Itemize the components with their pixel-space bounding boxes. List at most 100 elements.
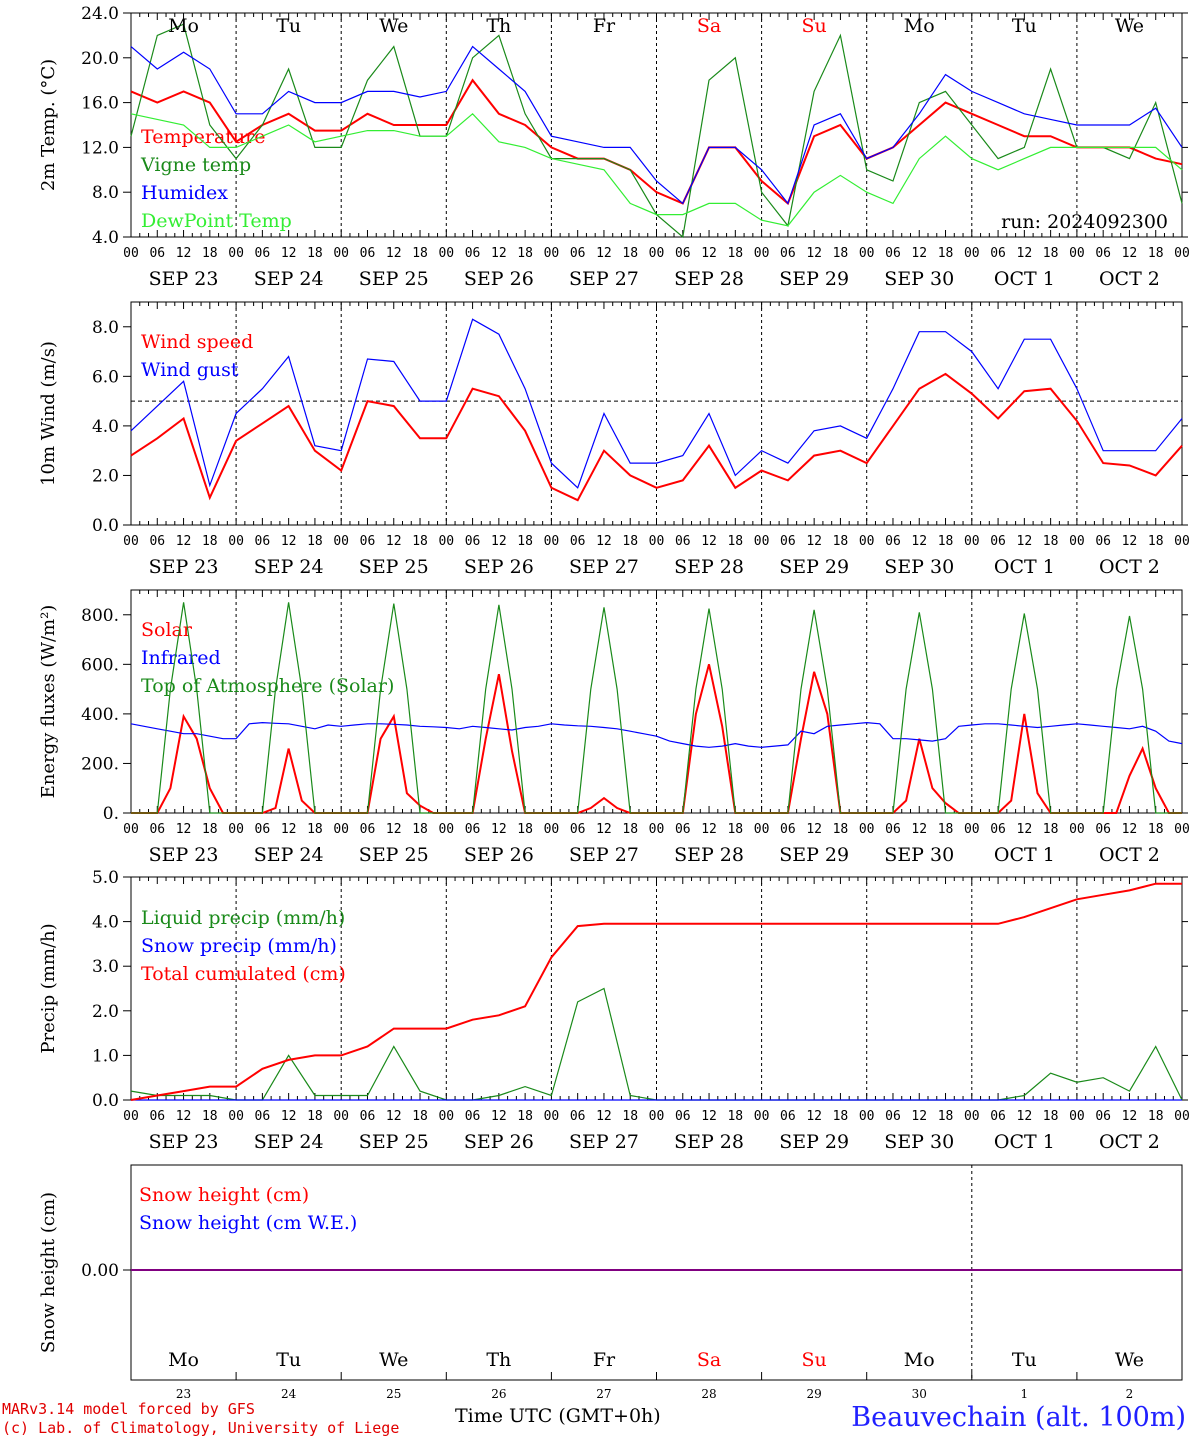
hour-tick-label: 18	[622, 822, 638, 837]
hour-tick-label: 06	[360, 246, 376, 261]
date-label: SEP 25	[359, 1131, 429, 1153]
hour-tick-label: 18	[307, 246, 323, 261]
hour-tick-label: 12	[1017, 534, 1033, 549]
hour-tick-label: 12	[701, 534, 717, 549]
weekday-label: Sa	[697, 1349, 721, 1371]
hour-tick-label: 06	[360, 822, 376, 837]
hour-tick-label: 12	[701, 822, 717, 837]
hour-tick-label: 12	[911, 246, 927, 261]
date-label: SEP 28	[674, 844, 744, 866]
y-tick-label: 12.0	[81, 138, 119, 158]
weekday-label: Fr	[593, 15, 616, 37]
hour-tick-label: 12	[911, 534, 927, 549]
hour-tick-label: 12	[491, 822, 507, 837]
hour-tick-label: 00	[964, 534, 980, 549]
y-tick-label: 4.0	[92, 228, 119, 248]
hour-tick-label: 00	[123, 534, 139, 549]
legend-entry: Liquid precip (mm/h)	[141, 907, 345, 929]
date-label: SEP 28	[674, 268, 744, 290]
day-number-label: 29	[807, 1387, 822, 1401]
hour-tick-label: 12	[281, 1109, 297, 1124]
hour-tick-label: 18	[833, 1109, 849, 1124]
hour-tick-label: 12	[1017, 246, 1033, 261]
series-line-humidex	[130, 45, 1183, 205]
hour-tick-label: 06	[570, 1109, 586, 1124]
hour-tick-label: 12	[491, 1109, 507, 1124]
y-axis-label: 2m Temp. (°C)	[38, 59, 59, 191]
hour-tick-label: 18	[412, 534, 428, 549]
date-label: SEP 28	[674, 556, 744, 578]
hour-tick-label: 00	[228, 822, 244, 837]
hour-tick-label: 18	[1043, 822, 1059, 837]
hour-tick-label: 12	[491, 534, 507, 549]
hour-tick-label: 06	[675, 822, 691, 837]
hour-tick-label: 06	[780, 534, 796, 549]
hour-tick-label: 06	[465, 534, 481, 549]
hour-tick-label: 18	[622, 246, 638, 261]
model-line-1: MARv3.14 model forced by GFS	[2, 1400, 255, 1418]
day-number-label: 1	[1021, 1387, 1029, 1401]
hour-tick-label: 06	[885, 822, 901, 837]
weekday-label: Tu	[276, 1349, 301, 1371]
hour-tick-label: 06	[990, 246, 1006, 261]
weekday-label: Th	[486, 15, 511, 37]
hour-tick-label: 06	[780, 246, 796, 261]
hour-tick-label: 06	[990, 822, 1006, 837]
hour-tick-label: 06	[1095, 534, 1111, 549]
hour-tick-label: 18	[1043, 246, 1059, 261]
hour-tick-label: 18	[307, 1109, 323, 1124]
hour-tick-label: 06	[885, 1109, 901, 1124]
hour-tick-label: 18	[622, 1109, 638, 1124]
weekday-label: We	[379, 1349, 408, 1371]
date-label: SEP 25	[359, 844, 429, 866]
hour-tick-label: 00	[544, 1109, 560, 1124]
date-label: SEP 23	[149, 268, 219, 290]
weekday-label: Mo	[904, 15, 935, 37]
hour-tick-label: 18	[938, 822, 954, 837]
y-tick-label: 4.0	[92, 913, 119, 933]
y-tick-label: 2.0	[92, 1002, 119, 1022]
legend-entry: DewPoint Temp	[141, 210, 292, 232]
hour-tick-label: 12	[281, 246, 297, 261]
date-label: SEP 30	[884, 844, 954, 866]
hour-tick-label: 06	[255, 246, 271, 261]
hour-tick-label: 00	[333, 534, 349, 549]
hour-tick-label: 12	[911, 1109, 927, 1124]
y-tick-label: 0.0	[92, 516, 119, 536]
hour-tick-label: 00	[333, 822, 349, 837]
panel-frame-2	[130, 301, 1183, 526]
hour-tick-label: 00	[1069, 246, 1085, 261]
hour-tick-label: 00	[964, 246, 980, 261]
legend-entry: Total cumulated (cm)	[141, 963, 346, 985]
date-label: SEP 27	[569, 844, 639, 866]
hour-tick-label: 06	[885, 246, 901, 261]
hour-tick-label: 06	[570, 246, 586, 261]
hour-tick-label: 00	[123, 246, 139, 261]
hour-tick-label: 18	[517, 534, 533, 549]
hour-tick-label: 18	[1148, 534, 1164, 549]
hour-tick-label: 00	[438, 534, 454, 549]
panel-frame-3	[130, 589, 1183, 814]
day-number-label: 26	[491, 1387, 506, 1401]
hour-tick-label: 18	[622, 534, 638, 549]
hour-tick-label: 00	[1069, 534, 1085, 549]
date-label: SEP 28	[674, 1131, 744, 1153]
hour-tick-label: 18	[307, 534, 323, 549]
day-number-label: 24	[281, 1387, 297, 1401]
hour-tick-label: 06	[149, 246, 165, 261]
hour-tick-label: 18	[202, 822, 218, 837]
date-label: SEP 29	[779, 268, 849, 290]
date-label: SEP 27	[569, 268, 639, 290]
y-tick-label: 0.00	[81, 1261, 119, 1281]
date-label: OCT 2	[1099, 556, 1160, 578]
hour-tick-label: 00	[438, 822, 454, 837]
hour-tick-label: 00	[544, 822, 560, 837]
date-label: SEP 23	[149, 844, 219, 866]
y-axis-label: Energy fluxes (W/m²)	[38, 605, 59, 799]
date-label: SEP 30	[884, 1131, 954, 1153]
model-credit: MARv3.14 model forced by GFS (c) Lab. of…	[2, 1400, 399, 1438]
hour-tick-label: 12	[176, 534, 192, 549]
hour-tick-label: 18	[833, 246, 849, 261]
weekday-label: We	[379, 15, 408, 37]
hour-tick-label: 12	[806, 822, 822, 837]
